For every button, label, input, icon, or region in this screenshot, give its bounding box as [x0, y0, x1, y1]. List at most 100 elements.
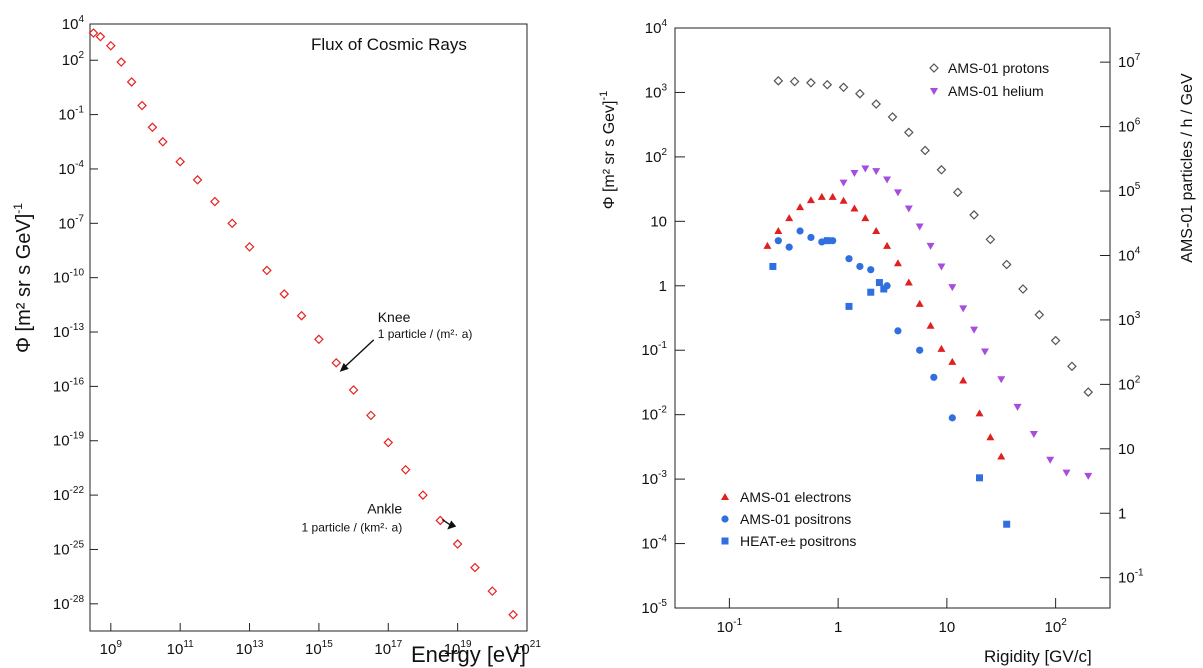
flux-data-point: [314, 334, 324, 345]
ams-01-helium-point: [861, 165, 870, 173]
right-secondary-y-tick-label: 105: [1118, 181, 1141, 200]
right-y-tick-label: 10-2: [641, 405, 667, 424]
legend-marker: [721, 515, 729, 523]
ams-01-electrons-point: [997, 452, 1006, 460]
flux-data-point: [279, 289, 290, 299]
left-data-marks: [88, 28, 518, 620]
legend-label: AMS-01 electrons: [740, 489, 851, 505]
legend-marker: [721, 493, 729, 500]
right-secondary-y-tick-label: 106: [1118, 117, 1141, 136]
annotation-arrowhead: [447, 520, 457, 530]
left-x-axis-label: Energy [eV]: [411, 642, 526, 667]
ams-01-positrons-point: [829, 237, 837, 245]
ams-01-positrons-point: [774, 237, 782, 245]
ams-01-helium-point: [997, 376, 1006, 384]
left-y-tick-label: 10-1: [58, 105, 84, 124]
legend-label: AMS-01 helium: [948, 83, 1044, 99]
ams-01-helium-point: [937, 263, 946, 271]
right-y-tick-label: 104: [645, 18, 668, 37]
right-y-tick-label: 10-5: [641, 598, 667, 617]
ams-01-protons-point: [936, 164, 947, 175]
heat-e-positrons-point: [1003, 520, 1011, 528]
ams-01-helium-point: [893, 189, 902, 197]
ams-01-helium-point: [883, 176, 892, 184]
flux-data-point: [137, 100, 147, 111]
ams-01-protons-point: [1034, 309, 1045, 320]
annotation-title: Ankle: [367, 501, 402, 517]
heat-e-positrons-point: [875, 279, 883, 287]
right-secondary-y-tick-label: 103: [1118, 310, 1141, 329]
ams-01-positrons-point: [930, 373, 938, 381]
right-legend: AMS-01 protons AMS-01 helium AMS-01 electr…: [721, 60, 1049, 549]
flux-data-point: [400, 464, 411, 475]
right-plot-frame: [674, 27, 1111, 609]
left-x-tick-label: 1015: [305, 639, 333, 658]
ams-01-helium-point: [1046, 456, 1055, 464]
flux-data-point: [383, 437, 394, 448]
ams-01-helium-point: [1013, 403, 1022, 411]
ams-01-positrons-point: [948, 414, 956, 422]
flux-data-point: [126, 77, 137, 87]
ams-01-helium-point: [850, 170, 859, 177]
ams-01-electrons-point: [850, 204, 859, 212]
ams-01-electrons-point: [861, 214, 870, 222]
ams-01-positrons-point: [785, 243, 793, 251]
flux-data-point: [116, 57, 127, 67]
ams-01-positrons-point: [818, 238, 826, 246]
heat-e-positrons-point: [867, 288, 875, 296]
annotation-arrow: [343, 339, 375, 369]
ams-01-helium-point: [948, 284, 957, 292]
ams-01-protons-point: [1050, 335, 1061, 346]
ams-01-helium-point: [959, 305, 968, 313]
flux-data-point: [147, 122, 158, 133]
left-y-tick-label: 10-22: [53, 485, 85, 504]
ams-01-positrons-point: [894, 327, 902, 335]
flux-data-point: [366, 410, 376, 421]
right-secondary-y-tick-label: 102: [1118, 374, 1141, 393]
heat-e-positrons-point: [823, 237, 831, 245]
right-y-tick-label: 103: [645, 82, 668, 101]
ams-01-electrons-point: [948, 357, 957, 365]
right-x-tick-label: 10: [939, 619, 956, 636]
legend-label: HEAT-e± positrons: [740, 533, 856, 549]
flux-data-point: [348, 385, 359, 395]
annotation-subtitle: 1 particle / (km²· a): [302, 521, 403, 535]
ams-01-electrons-point: [828, 192, 837, 200]
ams-01-protons-point: [822, 79, 833, 90]
flux-data-point: [244, 242, 255, 252]
ams-01-protons-point: [838, 82, 849, 93]
ams-01-electrons-point: [893, 259, 902, 267]
flux-data-point: [508, 609, 518, 620]
legend-label: AMS-01 positrons: [740, 511, 851, 527]
ams-01-electrons-point: [839, 196, 848, 204]
flux-data-point: [227, 218, 238, 229]
left-x-tick-label: 1019: [444, 639, 472, 658]
right-secondary-y-tick-label: 10: [1118, 441, 1135, 458]
flux-data-point: [470, 562, 480, 573]
ams-01-helium-point: [915, 223, 924, 231]
left-y-tick-label: 10-25: [53, 539, 85, 558]
ams-01-protons-point: [1083, 387, 1094, 397]
left-x-tick-label: 1017: [374, 639, 402, 658]
ams-01-helium-point: [872, 168, 881, 176]
right-y-tick-label: 10-3: [641, 469, 667, 488]
left-y-tick-label: 102: [62, 50, 85, 69]
flux-data-point: [105, 40, 116, 51]
legend-marker: [930, 88, 938, 95]
ams-01-protons-point: [871, 99, 882, 109]
flux-data-point: [262, 265, 272, 276]
left-axis-ticks: 109 1011 1013 1015 1017 1019 1021 104 102 10-1 10-…: [53, 14, 541, 658]
ams-01-electrons-point: [937, 344, 946, 352]
left-x-tick-label: 1021: [513, 639, 541, 658]
right-secondary-y-tick-label: 1: [1118, 505, 1126, 522]
right-y-tick-label: 102: [645, 147, 668, 166]
ams-01-helium-point: [839, 179, 848, 187]
ams-01-helium-point: [1084, 472, 1093, 480]
annotation-title: Knee: [378, 309, 411, 325]
right-y-tick-label: 10-1: [641, 340, 667, 359]
heat-e-positrons-point: [769, 262, 777, 270]
right-y-tick-label: 10-4: [641, 534, 667, 553]
right-x-tick-label: 1: [834, 619, 842, 636]
left-y-tick-label: 104: [62, 14, 85, 33]
